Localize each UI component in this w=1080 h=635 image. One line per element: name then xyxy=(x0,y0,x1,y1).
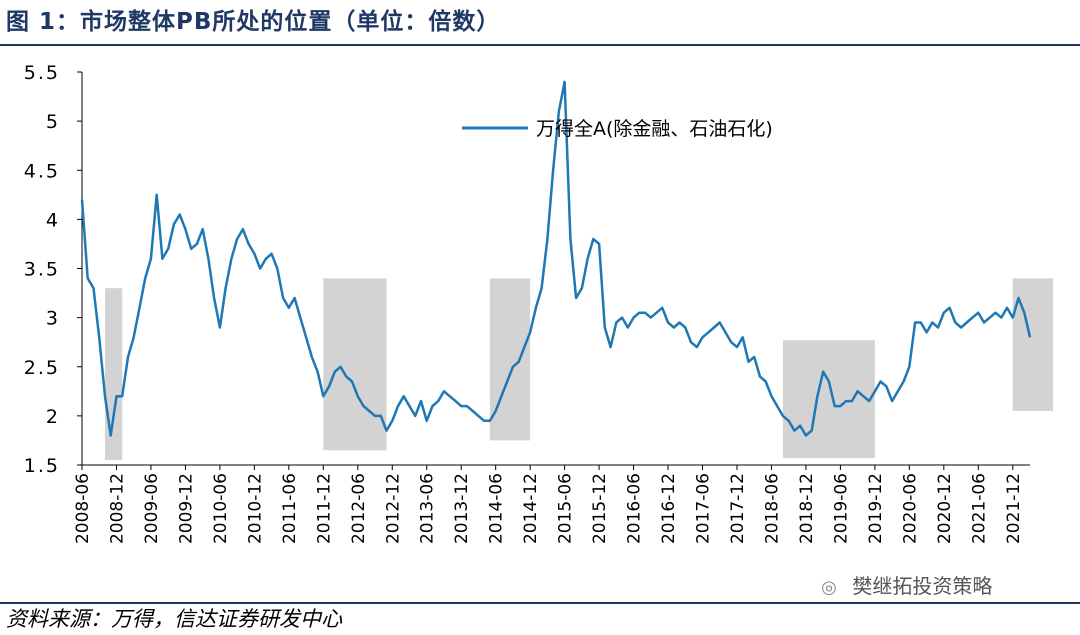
shaded-period xyxy=(782,340,875,459)
x-tick-label: 2018-06 xyxy=(762,473,782,544)
legend-label: 万得全A(除金融、石油石化) xyxy=(536,118,773,140)
x-tick-label: 2009-12 xyxy=(176,473,196,544)
x-tick-label: 2012-06 xyxy=(349,473,369,544)
x-tick-label: 2019-12 xyxy=(866,473,886,544)
x-tick-label: 2011-12 xyxy=(314,473,334,544)
y-tick-label: 5 xyxy=(46,111,60,133)
shaded-period xyxy=(104,288,123,461)
x-tick-label: 2008-12 xyxy=(107,473,127,544)
y-tick-label: 4 xyxy=(46,209,60,231)
y-tick-label: 3.5 xyxy=(24,259,60,281)
shaded-period xyxy=(489,278,531,441)
x-tick-label: 2021-06 xyxy=(969,473,989,544)
figure-title: 图 1：市场整体PB所处的位置（单位：倍数） xyxy=(6,9,501,35)
watermark: ◎ 樊继拓投资策略 xyxy=(812,570,992,599)
x-tick-label: 2012-12 xyxy=(383,473,403,544)
y-tick-label: 4.5 xyxy=(24,160,60,182)
y-tick-label: 2 xyxy=(46,406,60,428)
x-tick-label: 2010-06 xyxy=(211,473,231,544)
title-rule xyxy=(0,44,1080,46)
x-tick-label: 2015-12 xyxy=(590,473,610,544)
x-tick-label: 2010-12 xyxy=(245,473,265,544)
x-tick-label: 2014-12 xyxy=(521,473,541,544)
x-tick-label: 2013-06 xyxy=(418,473,438,544)
y-tick-label: 3 xyxy=(46,308,60,330)
x-tick-label: 2013-12 xyxy=(452,473,472,544)
x-tick-label: 2016-12 xyxy=(659,473,679,544)
y-tick-label: 5.5 xyxy=(24,62,60,84)
y-tick-label: 2.5 xyxy=(24,357,60,379)
x-tick-label: 2009-06 xyxy=(142,473,162,544)
shaded-period xyxy=(323,278,387,451)
footer-rule xyxy=(0,602,1080,604)
y-tick-label: 1.5 xyxy=(24,455,60,477)
x-tick-label: 2016-06 xyxy=(625,473,645,544)
source-note: 资料来源：万得，信达证券研发中心 xyxy=(6,607,342,631)
x-tick-label: 2017-06 xyxy=(694,473,714,544)
series-line xyxy=(80,80,1032,437)
x-tick-label: 2021-12 xyxy=(1004,473,1024,544)
x-tick-label: 2008-06 xyxy=(73,473,93,544)
watermark-text: 樊继拓投资策略 xyxy=(852,574,993,598)
wechat-icon: ◎ xyxy=(821,577,837,598)
x-tick-label: 2011-06 xyxy=(280,473,300,544)
x-tick-label: 2019-06 xyxy=(831,473,851,544)
x-tick-label: 2014-06 xyxy=(487,473,507,544)
x-tick-label: 2020-12 xyxy=(935,473,955,544)
x-tick-label: 2018-12 xyxy=(797,473,817,544)
x-tick-label: 2017-12 xyxy=(728,473,748,544)
x-tick-label: 2020-06 xyxy=(900,473,920,544)
x-tick-label: 2015-06 xyxy=(556,473,576,544)
